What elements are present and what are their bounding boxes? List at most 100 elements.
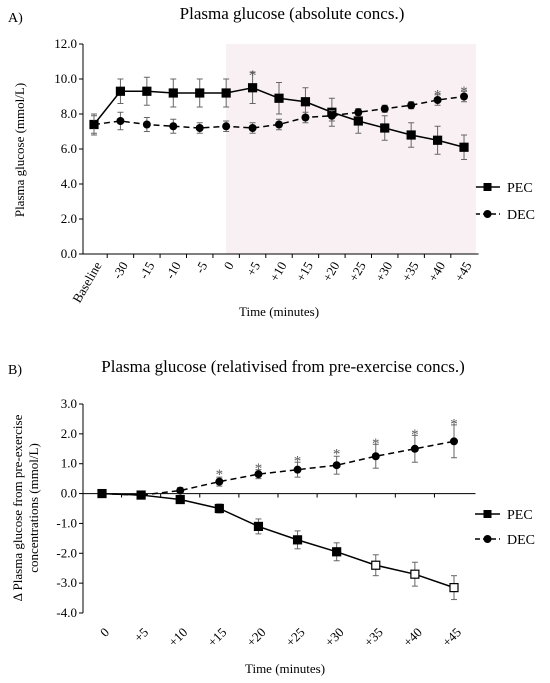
chart-b-x-tick-label-7: +35 <box>361 625 386 650</box>
chart-b: B) Plasma glucose (relativised from pre-… <box>8 357 535 676</box>
chart-a-series-dec-point-10 <box>354 108 363 117</box>
chart-a-significance-marker-1: * <box>434 87 442 103</box>
chart-b-significance-marker-5: * <box>411 427 419 443</box>
chart-b-x-tick-label-9: +45 <box>439 625 464 650</box>
chart-a-y-tick-label-2: 4.0 <box>61 176 77 191</box>
chart-a-x-tick-label-3: -10 <box>162 259 184 282</box>
chart-b-legend-marker-pec <box>483 510 492 518</box>
chart-b-legend-marker-dec <box>483 535 492 543</box>
chart-a-series-dec-point-6 <box>248 124 257 132</box>
chart-a-y-tick-label-1: 2.0 <box>61 211 77 226</box>
chart-b-series-pec-point-4 <box>253 521 264 532</box>
chart-b-x-tick-label-2: +10 <box>165 625 190 650</box>
chart-a-series-dec-point-11 <box>380 104 389 113</box>
chart-b-x-tick-label-5: +25 <box>283 625 308 650</box>
chart-a-panel-label: A) <box>8 11 23 26</box>
chart-b-series-dec-point-5 <box>293 465 302 474</box>
chart-b-x-tick-label-8: +40 <box>400 625 425 650</box>
chart-b-y-tick-label-4: 0.0 <box>61 486 77 501</box>
chart-a-series-dec-point-14 <box>460 92 469 101</box>
chart-a-series-pec-point-10 <box>353 116 363 126</box>
chart-a-x-tick-label-13: +40 <box>425 259 448 284</box>
chart-b-legend: PEC DEC <box>475 508 535 548</box>
chart-a-x-tick-label-1: -30 <box>109 259 131 282</box>
chart-a-y-tick-label-5: 10.0 <box>54 71 77 86</box>
chart-a-legend: PEC DEC <box>475 181 535 223</box>
chart-b-series-dec-point-3 <box>215 477 224 486</box>
chart-a-series-dec-point-12 <box>407 101 416 110</box>
chart-b-title: Plasma glucose (relativised from pre-exe… <box>101 357 464 376</box>
chart-a-significance-marker-2: * <box>460 84 468 100</box>
chart-b-legend-label-dec: DEC <box>507 533 535 548</box>
chart-b-series-pec-line <box>101 492 455 589</box>
chart-a-series-dec-point-5 <box>222 122 231 131</box>
chart-a-series-dec-point-3 <box>169 122 178 131</box>
chart-a-y-tick-label-4: 8.0 <box>61 106 77 121</box>
chart-b-x-axis-label: Time (minutes) <box>245 661 325 676</box>
chart-b-series-pec-point-8 <box>410 569 420 579</box>
chart-a-series-pec-point-4 <box>195 88 205 98</box>
chart-b-series-pec-point-5 <box>292 535 303 545</box>
chart-b-series-dec-point-9 <box>449 437 458 446</box>
chart-b-series-pec-point-6 <box>332 547 342 557</box>
chart-a-x-tick-label-6: +5 <box>243 259 263 278</box>
chart-a-x-axis-label: Time (minutes) <box>239 304 319 319</box>
chart-b-significance-marker-0: * <box>216 467 224 483</box>
chart-a-significance-marker-0: * <box>249 68 257 84</box>
chart-a-series-dec-point-4 <box>195 124 204 132</box>
chart-a-series-dec-point-0 <box>90 120 98 129</box>
chart-a-y-tick-label-6: 12.0 <box>54 36 77 51</box>
chart-a-series-dec-point-13 <box>433 96 442 104</box>
chart-b-legend-label-pec: PEC <box>507 508 533 523</box>
chart-a-series-pec-point-6 <box>247 83 258 93</box>
chart-a-legend-marker-dec <box>483 210 492 218</box>
chart-a-x-tick-label-11: +30 <box>372 259 395 284</box>
chart-b-series-dec-point-0 <box>98 489 106 498</box>
chart-b-y-tick-label-6: 2.0 <box>61 426 77 441</box>
chart-a-series-pec-point-3 <box>168 88 178 98</box>
chart-a-series-pec-point-1 <box>115 86 126 96</box>
chart-b-significance-marker-2: * <box>294 454 302 470</box>
chart-a-series-dec-point-8 <box>301 113 310 122</box>
chart-a-x-tick-label-8: +15 <box>293 259 316 284</box>
chart-b-series-pec-point-9 <box>449 583 459 593</box>
chart-a-x-tick-label-5: 0 <box>221 259 237 272</box>
chart-a-x-tick-label-4: -5 <box>192 259 210 276</box>
chart-b-y-axis-label-line-2: concentrations (mmol/L) <box>26 443 41 573</box>
chart-a: A) Plasma glucose (absolute concs.) Plas… <box>8 4 535 319</box>
chart-a-series-pec-point-2 <box>142 86 152 96</box>
chart-a-x-tick-label-12: +35 <box>399 259 422 284</box>
chart-a-title: Plasma glucose (absolute concs.) <box>180 4 405 23</box>
chart-b-series-pec-point-2 <box>175 494 185 505</box>
chart-b-series-dec-point-8 <box>410 444 419 453</box>
chart-b-series-pec-point-3 <box>214 503 224 514</box>
chart-b-y-tick-label-2: -2.0 <box>56 545 77 560</box>
chart-b-y-tick-label-1: -3.0 <box>56 575 77 590</box>
chart-a-x-tick-label-10: +25 <box>346 259 369 284</box>
chart-b-y-tick-label-7: 3.0 <box>61 396 77 411</box>
chart-a-series-pec-point-14 <box>459 142 469 152</box>
chart-a-series-pec-point-5 <box>221 88 231 98</box>
chart-a-shaded-region <box>226 44 476 254</box>
chart-a-series-pec-point-13 <box>432 135 443 145</box>
chart-b-significance-marker-6: * <box>450 416 458 432</box>
chart-b-series-dec-line <box>101 440 455 496</box>
chart-a-x-tick-label-2: -15 <box>136 259 158 282</box>
chart-a-series-dec-point-1 <box>116 117 125 125</box>
chart-a-series-dec-point-7 <box>275 120 284 129</box>
chart-a-x-tick-label-7: +10 <box>266 259 289 284</box>
chart-a-series-dec-point-9 <box>327 111 336 120</box>
chart-a-legend-label-dec: DEC <box>507 208 535 223</box>
chart-b-x-tick-label-6: +30 <box>322 625 347 650</box>
chart-a-legend-label-pec: PEC <box>507 181 533 196</box>
chart-a-y-tick-label-3: 6.0 <box>61 141 77 156</box>
chart-b-series-dec-point-1 <box>137 491 146 500</box>
chart-a-series-pec-point-11 <box>380 123 390 133</box>
chart-b-y-tick-label-3: -1.0 <box>56 515 77 530</box>
chart-b-significance-marker-3: * <box>333 446 341 462</box>
chart-b-y-axis-label-line-1: Δ Plasma glucose from pre-exercise <box>10 414 25 601</box>
chart-b-x-tick-label-3: +15 <box>204 625 229 650</box>
chart-a-series-pec-point-7 <box>274 93 284 103</box>
chart-b-series-pec-point-7 <box>371 560 381 570</box>
chart-b-series-dec-point-7 <box>371 452 380 461</box>
